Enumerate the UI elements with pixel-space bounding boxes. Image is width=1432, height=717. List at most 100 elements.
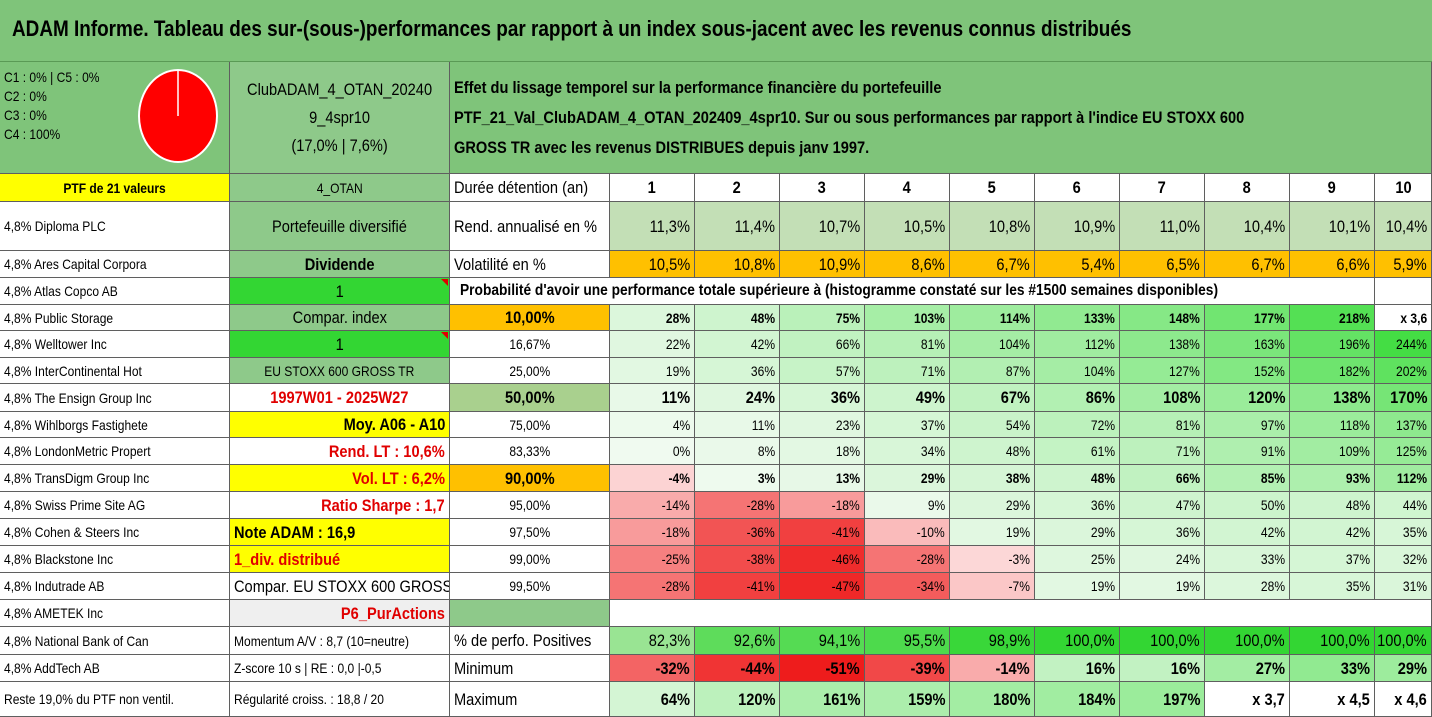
vol-value-text: 6,7% (1251, 254, 1285, 274)
probability-value: 87% (950, 358, 1035, 384)
minimum-value: -14% (950, 655, 1035, 682)
probability-value-text: 48% (1090, 470, 1115, 486)
info-type-text: Portefeuille diversifié (272, 216, 407, 236)
year-header: 4 (865, 174, 950, 202)
probability-value: 48% (950, 438, 1035, 465)
probability-value: 8% (695, 438, 780, 465)
probability-value: 138% (1120, 331, 1205, 358)
positive-value-text: 100,0% (1065, 631, 1115, 650)
holding-row-text: 4,8% Atlas Copco AB (4, 283, 118, 299)
year-header-text: 10 (1394, 178, 1412, 197)
vol-value: 6,7% (950, 251, 1035, 278)
minimum-value-text: -14% (995, 658, 1030, 678)
minimum-value: 33% (1290, 655, 1375, 682)
year-header: 8 (1205, 174, 1290, 202)
probability-value-text: 36% (830, 388, 860, 407)
pie-legend-entry: C3 : 0% (4, 107, 47, 123)
probability-value: 196% (1290, 331, 1375, 358)
probability-value: 133% (1035, 305, 1120, 331)
holding-row-text: 4,8% Indutrade AB (4, 578, 105, 594)
minimum-value: -51% (780, 655, 865, 682)
info-zscore: Z-score 10 s | RE : 0,0 |-0,5 (230, 655, 450, 682)
rend-value-text: 10,1% (1328, 216, 1370, 236)
info-adam-rating: Note ADAM : 16,9 (230, 519, 450, 546)
info-momentum-text: Momentum A/V : 8,7 (10=neutre) (234, 632, 410, 649)
probability-value: 48% (695, 305, 780, 331)
probability-header-blank (1375, 278, 1432, 305)
vol-value-text: 6,6% (1336, 254, 1370, 274)
info-income-text: Dividende (304, 254, 375, 274)
probability-value-text: 44% (1402, 497, 1427, 513)
vol-value: 10,8% (695, 251, 780, 278)
probability-value-text: -18% (831, 497, 860, 513)
probability-value-text: 114% (999, 309, 1030, 326)
holding-row: 4,8% Indutrade AB (0, 573, 230, 600)
rend-value: 10,4% (1205, 202, 1290, 251)
probability-value-text: 29% (1090, 524, 1115, 540)
probability-level-text: 99,50% (509, 578, 550, 594)
probability-value: 49% (865, 384, 950, 412)
rend-value: 11,3% (610, 202, 695, 251)
pie-legend-entry: C1 : 0% | C5 : 0% (4, 69, 100, 85)
holding-row: 4,8% Cohen & Steers Inc (0, 519, 230, 546)
probability-value-text: 120% (1247, 388, 1285, 407)
minimum-value-text: 16% (1170, 658, 1200, 678)
probability-value-text: 104% (999, 336, 1030, 352)
vol-value: 5,4% (1035, 251, 1120, 278)
probability-value-text: 42% (750, 336, 775, 352)
probability-value: 177% (1205, 305, 1290, 331)
probability-value-text: 35% (1345, 578, 1370, 594)
probability-value: 35% (1375, 519, 1432, 546)
rend-value: 10,8% (950, 202, 1035, 251)
probability-value-text: 125% (1396, 443, 1427, 459)
probability-value: 28% (610, 305, 695, 331)
info-index-name-text: EU STOXX 600 GROSS TR (264, 362, 415, 379)
holding-row: 4,8% Blackstone Inc (0, 546, 230, 573)
probability-value-text: 104% (1084, 362, 1115, 379)
probability-value: 3% (695, 465, 780, 492)
rend-value-text: 10,4% (1243, 216, 1285, 236)
probability-value-text: -28% (661, 578, 690, 594)
probability-value: 109% (1290, 438, 1375, 465)
probability-value-text: 34% (920, 443, 945, 459)
holding-row: Reste 19,0% du PTF non ventil. (0, 682, 230, 717)
info-comparison-text: Compar. EU STOXX 600 GROSS TR (234, 576, 450, 596)
probability-value: 25% (1035, 546, 1120, 573)
probability-level: 83,33% (450, 438, 610, 465)
info-long-term-return-text: Rend. LT : 10,6% (329, 441, 445, 461)
probability-value: 112% (1375, 465, 1432, 492)
probability-value-text: 29% (920, 470, 945, 486)
rend-value-text: 10,5% (903, 216, 945, 236)
maximum-value: 184% (1035, 682, 1120, 717)
probability-value-text: 127% (1169, 362, 1200, 379)
holding-row-text: 4,8% Welltower Inc (4, 336, 107, 352)
probability-value: -18% (780, 492, 865, 519)
maximum-value-text: 184% (1077, 689, 1115, 709)
probability-value: 36% (1035, 492, 1120, 519)
probability-level-text: 25,00% (509, 362, 550, 379)
probability-value: 103% (865, 305, 950, 331)
vol-value-text: 5,4% (1081, 254, 1115, 274)
probability-value-text: 81% (1175, 416, 1200, 433)
probability-value-text: 202% (1396, 362, 1427, 379)
year-header-text: 4 (902, 178, 912, 197)
info-compare-label: Compar. index (230, 305, 450, 331)
probability-value: 75% (780, 305, 865, 331)
probability-value-text: 91% (1260, 443, 1285, 459)
holding-row-text: 4,8% National Bank of Can (4, 632, 149, 649)
probability-value-text: -36% (746, 524, 775, 540)
probability-level: 97,50% (450, 519, 610, 546)
probability-value-text: 118% (1340, 416, 1370, 433)
probability-value: 125% (1375, 438, 1432, 465)
probability-value: 244% (1375, 331, 1432, 358)
probability-value-text: -38% (746, 551, 775, 567)
rend-value: 10,4% (1375, 202, 1432, 251)
positive-value-text: 100,0% (1235, 631, 1285, 650)
probability-header: Probabilité d'avoir une performance tota… (450, 278, 1375, 305)
probability-value: 72% (1035, 412, 1120, 438)
info-average-window: Moy. A06 - A10 (230, 412, 450, 438)
probability-level-text: 75,00% (509, 416, 550, 433)
probability-value: 47% (1120, 492, 1205, 519)
pie-legend-entry: C4 : 100% (4, 126, 61, 142)
probability-value-text: 218% (1339, 309, 1370, 326)
